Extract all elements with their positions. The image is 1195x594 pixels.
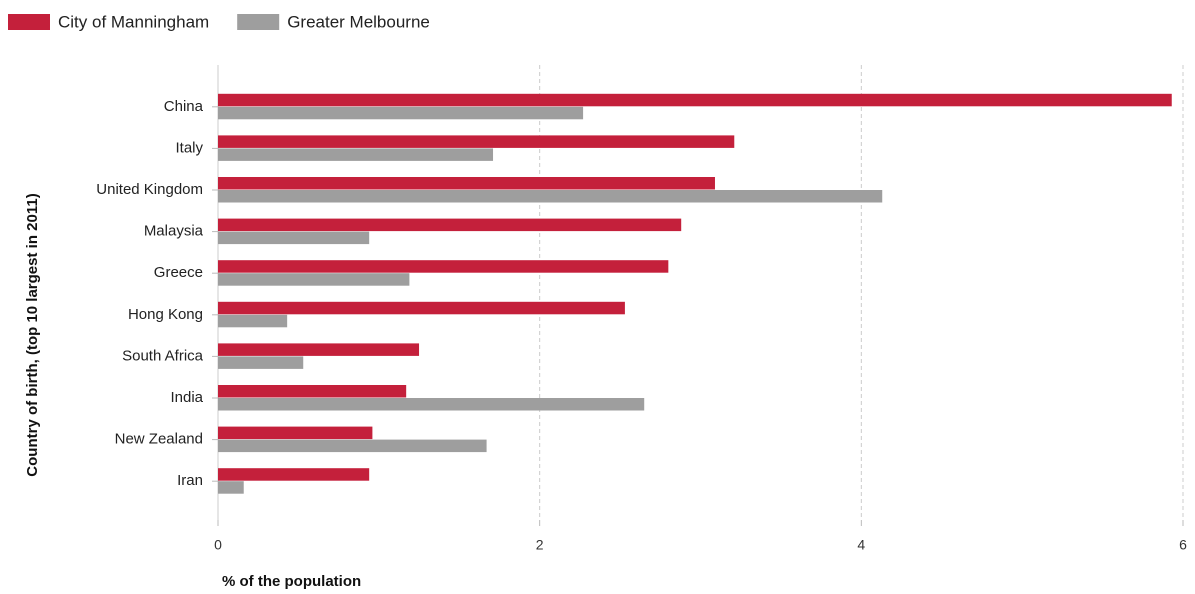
y-tick-label: United Kingdom <box>96 181 203 198</box>
legend-swatch <box>8 14 50 30</box>
bar <box>218 356 304 369</box>
x-tick-label: 4 <box>857 537 865 553</box>
y-tick-label: Greece <box>154 264 203 281</box>
bar <box>218 93 1172 107</box>
x-tick-label: 2 <box>536 537 544 553</box>
bar <box>218 398 645 411</box>
y-tick-label: Malaysia <box>144 223 204 240</box>
bar <box>218 273 410 286</box>
y-tick-label: Hong Kong <box>128 306 203 323</box>
y-tick-label: New Zealand <box>115 431 203 448</box>
bar <box>218 135 735 148</box>
x-tick-label: 0 <box>214 537 222 553</box>
bar <box>218 301 625 315</box>
bar <box>218 148 494 161</box>
legend-swatch <box>237 14 280 30</box>
bar <box>218 439 487 453</box>
bar <box>218 481 244 494</box>
bar <box>218 260 669 273</box>
y-axis-title: Country of birth, (top 10 largest in 201… <box>24 193 41 476</box>
x-tick-label: 6 <box>1179 537 1187 553</box>
legend-label: Greater Melbourne <box>287 12 430 31</box>
bar <box>218 468 370 481</box>
x-axis-title: % of the population <box>222 573 361 590</box>
legend-label: City of Manningham <box>58 12 209 31</box>
bar <box>218 190 883 203</box>
bar <box>218 343 420 356</box>
bar <box>218 218 682 232</box>
y-tick-label: China <box>164 98 204 115</box>
bar <box>218 231 370 245</box>
y-tick-label: Italy <box>175 139 203 156</box>
bar <box>218 426 373 440</box>
bar <box>218 177 715 190</box>
bar <box>218 385 407 398</box>
y-tick-label: South Africa <box>122 347 204 364</box>
bar <box>218 314 288 328</box>
bar <box>218 106 584 120</box>
y-tick-label: Iran <box>177 472 203 489</box>
y-tick-label: India <box>170 389 203 406</box>
